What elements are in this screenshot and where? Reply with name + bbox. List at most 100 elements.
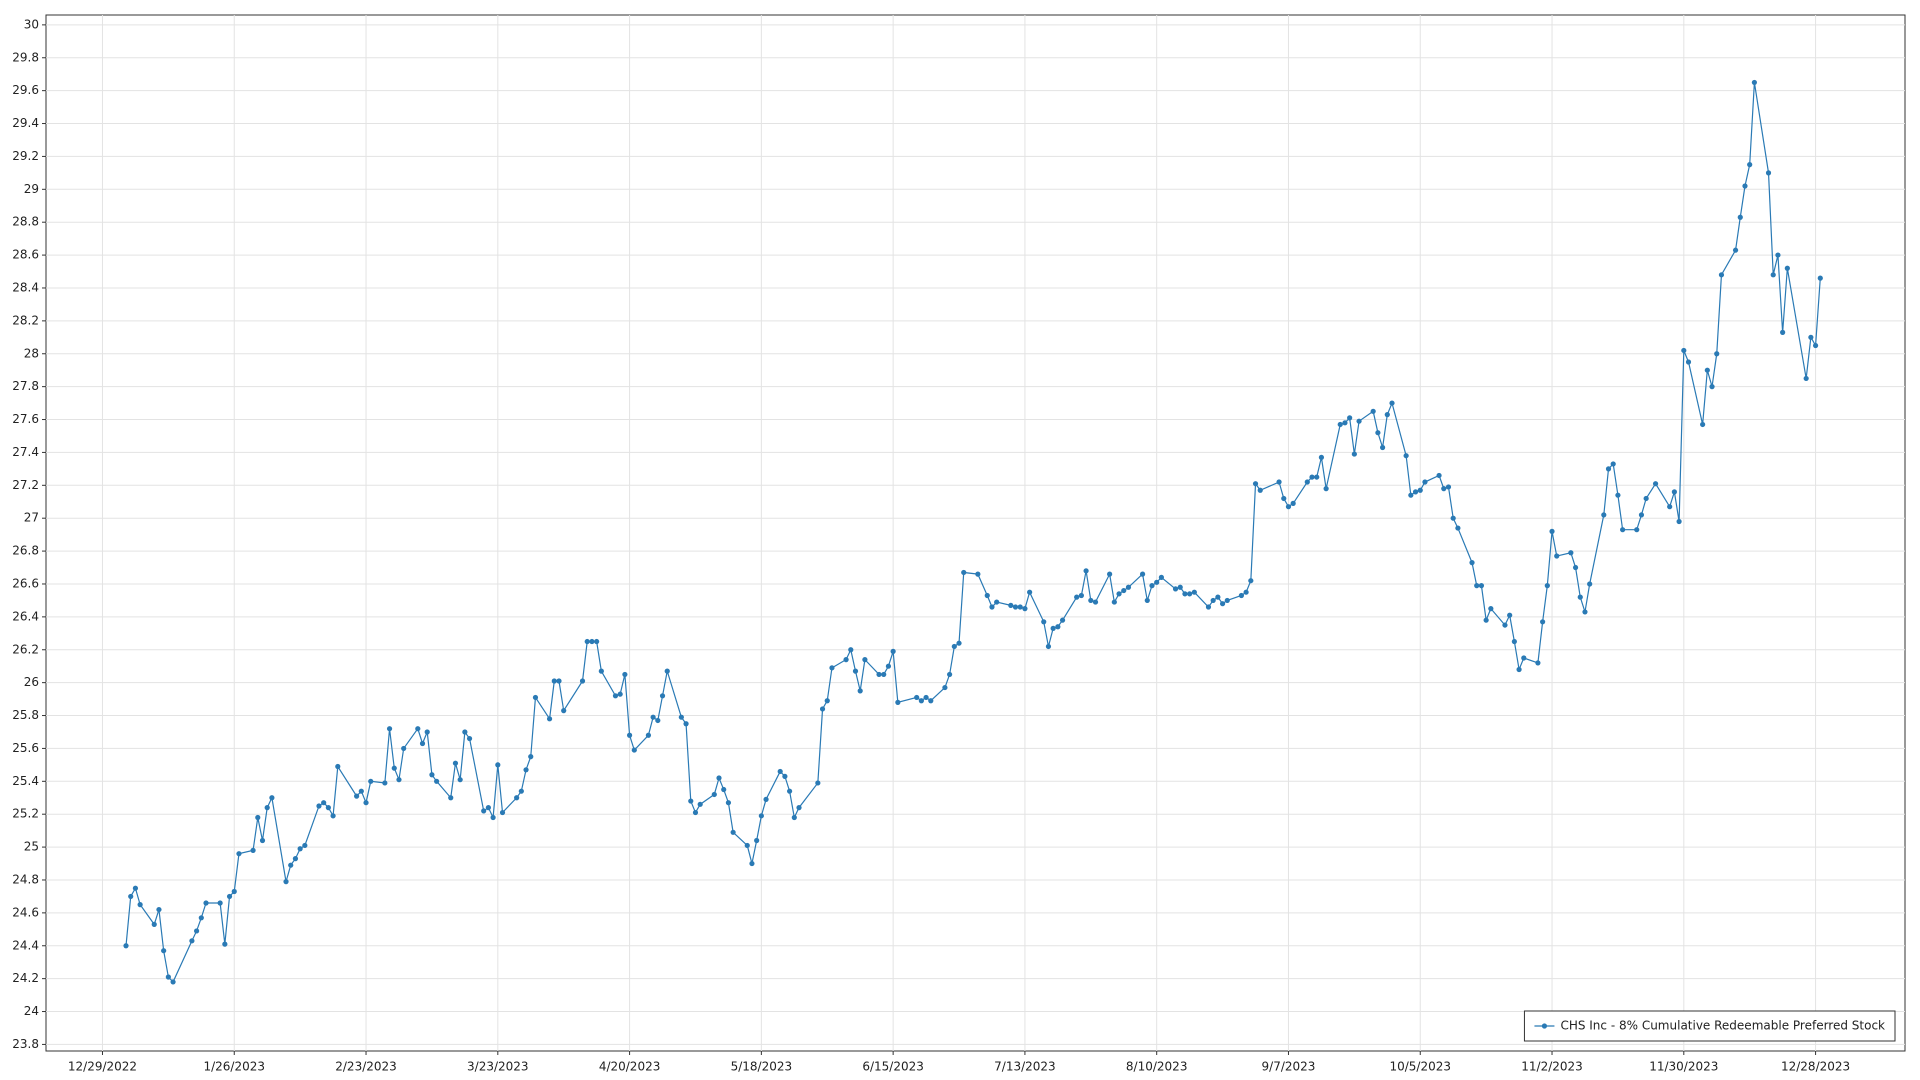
data-point bbox=[368, 778, 374, 784]
data-point bbox=[1144, 597, 1150, 604]
data-point bbox=[1379, 444, 1386, 451]
data-point bbox=[951, 643, 957, 650]
data-point bbox=[1078, 592, 1084, 599]
data-point bbox=[631, 747, 637, 753]
y-tick-label: 25.6 bbox=[12, 741, 39, 755]
data-point bbox=[1751, 79, 1757, 86]
data-point bbox=[1577, 594, 1583, 600]
data-point bbox=[744, 842, 750, 849]
data-point bbox=[325, 805, 331, 811]
data-point bbox=[1685, 359, 1692, 365]
data-point bbox=[194, 928, 200, 934]
data-point bbox=[1187, 591, 1193, 597]
data-point bbox=[335, 763, 341, 770]
data-point bbox=[1149, 583, 1155, 589]
data-point bbox=[711, 791, 717, 798]
y-tick-label: 25.4 bbox=[12, 774, 39, 788]
y-tick-label: 24.4 bbox=[12, 938, 39, 952]
data-point bbox=[791, 814, 797, 821]
data-point bbox=[1605, 466, 1612, 472]
data-point bbox=[514, 795, 520, 801]
data-point bbox=[1784, 265, 1790, 271]
data-point bbox=[824, 698, 830, 704]
data-point bbox=[1812, 342, 1819, 349]
data-point bbox=[1356, 418, 1362, 424]
data-point bbox=[1083, 568, 1089, 574]
data-point bbox=[481, 808, 487, 814]
data-point bbox=[556, 678, 562, 684]
data-point bbox=[1257, 487, 1263, 493]
data-point bbox=[1337, 421, 1343, 428]
data-point bbox=[1474, 583, 1480, 589]
data-point bbox=[1652, 481, 1659, 487]
y-tick-label: 25.8 bbox=[12, 708, 39, 722]
data-point bbox=[1041, 619, 1047, 625]
series-line bbox=[125, 82, 1821, 983]
data-point bbox=[1219, 601, 1226, 607]
data-point bbox=[688, 798, 694, 804]
data-point bbox=[1732, 247, 1739, 253]
data-point bbox=[1088, 597, 1094, 604]
y-tick-label: 26.2 bbox=[12, 642, 39, 656]
data-point bbox=[994, 599, 1000, 605]
data-point bbox=[1158, 574, 1164, 581]
data-point bbox=[161, 948, 167, 954]
data-point bbox=[151, 921, 157, 927]
data-point bbox=[1803, 375, 1809, 382]
data-point bbox=[1422, 479, 1428, 485]
data-point bbox=[1770, 272, 1776, 278]
data-point bbox=[132, 885, 139, 891]
data-point bbox=[1050, 625, 1056, 631]
y-tick-label: 25 bbox=[24, 840, 39, 854]
data-point bbox=[1022, 606, 1028, 612]
data-point bbox=[796, 805, 802, 811]
data-point bbox=[787, 788, 793, 794]
data-point bbox=[1116, 591, 1122, 597]
data-point bbox=[1191, 589, 1197, 595]
data-point bbox=[612, 693, 619, 699]
data-point bbox=[528, 754, 534, 760]
data-point bbox=[777, 768, 783, 775]
data-point bbox=[386, 726, 393, 732]
data-point bbox=[1121, 587, 1127, 594]
data-point bbox=[876, 671, 882, 678]
data-point bbox=[989, 604, 995, 610]
data-point bbox=[382, 780, 388, 786]
y-tick-label: 30 bbox=[24, 17, 39, 31]
data-point bbox=[1318, 454, 1325, 460]
data-point bbox=[721, 786, 727, 793]
data-point bbox=[297, 846, 303, 852]
data-point bbox=[725, 800, 732, 806]
data-point bbox=[1568, 550, 1574, 556]
data-point bbox=[128, 893, 134, 900]
data-point bbox=[928, 698, 934, 704]
data-point bbox=[226, 893, 233, 900]
data-point bbox=[448, 795, 454, 801]
x-tick-label: 8/10/2023 bbox=[1126, 1060, 1188, 1074]
data-point bbox=[1351, 451, 1357, 457]
data-point bbox=[1238, 592, 1245, 599]
data-point bbox=[1441, 486, 1447, 492]
data-point bbox=[862, 657, 868, 663]
x-tick-label: 6/15/2023 bbox=[862, 1060, 924, 1074]
data-point bbox=[1742, 183, 1748, 189]
data-point bbox=[198, 915, 204, 921]
data-point bbox=[763, 796, 769, 803]
data-point bbox=[594, 638, 600, 645]
y-tick-label: 28.6 bbox=[12, 248, 39, 262]
x-tick-label: 12/29/2022 bbox=[68, 1060, 137, 1074]
data-point bbox=[523, 767, 529, 773]
data-point bbox=[419, 740, 426, 747]
data-point bbox=[1436, 472, 1442, 479]
data-point bbox=[401, 745, 407, 752]
y-tick-label: 28.8 bbox=[12, 215, 39, 229]
data-point bbox=[1507, 612, 1513, 618]
data-point bbox=[1681, 347, 1687, 354]
data-point bbox=[1615, 492, 1621, 498]
data-point bbox=[1747, 162, 1753, 168]
data-point bbox=[1455, 525, 1461, 531]
data-point bbox=[598, 668, 604, 674]
data-point bbox=[885, 663, 892, 669]
data-point bbox=[1601, 512, 1607, 518]
x-tick-label: 11/2/2023 bbox=[1521, 1060, 1583, 1074]
